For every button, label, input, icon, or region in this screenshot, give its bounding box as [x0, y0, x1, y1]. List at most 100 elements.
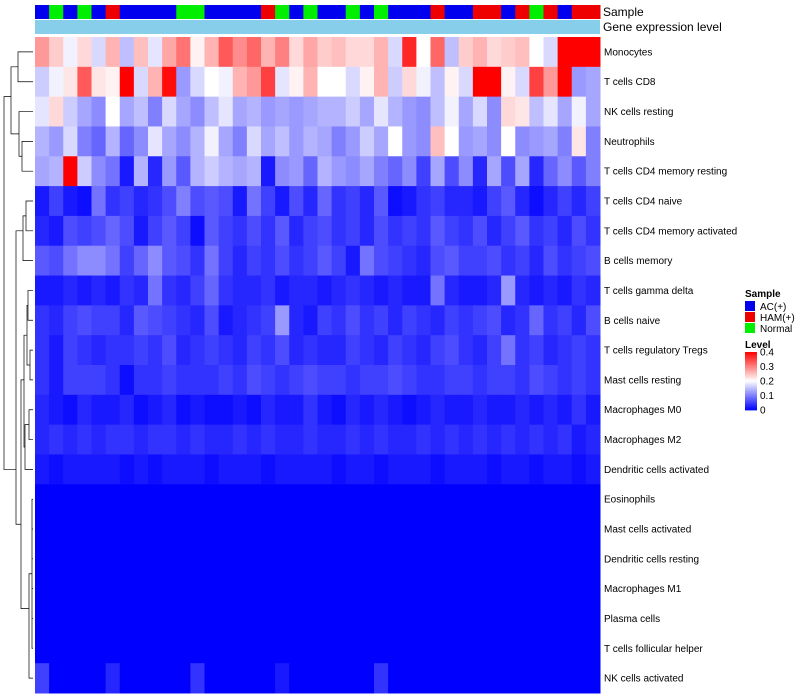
- heatmap-cell: [176, 126, 191, 157]
- heatmap-cell: [261, 156, 276, 187]
- heatmap-cell: [91, 365, 107, 396]
- heatmap-cell: [190, 365, 205, 396]
- heatmap-cell: [105, 543, 121, 575]
- heatmap-cell: [303, 156, 318, 187]
- heatmap-cell: [133, 633, 149, 664]
- heatmap-cell: [331, 335, 347, 366]
- heatmap-cell: [331, 365, 347, 396]
- heatmap-cell: [204, 126, 220, 157]
- heatmap-cell: [63, 156, 78, 187]
- heatmap-cell: [35, 424, 50, 455]
- heatmap-cell: [303, 573, 318, 605]
- row-label: Monocytes: [604, 47, 652, 58]
- heatmap-cell: [261, 454, 276, 485]
- heatmap-cell: [345, 305, 361, 336]
- heatmap-cell: [529, 484, 544, 515]
- level-legend-gradient-step: [745, 385, 757, 388]
- level-legend: Level 0.4 0.3 0.2 0.1 0: [745, 340, 774, 417]
- heatmap-cell: [133, 245, 149, 277]
- heatmap-cell: [571, 156, 587, 187]
- sample-annotation-cell: [91, 5, 107, 19]
- heatmap-cell: [261, 424, 276, 455]
- heatmap-cell: [472, 305, 488, 336]
- heatmap-cell: [275, 603, 290, 634]
- heatmap-cell: [63, 186, 78, 217]
- heatmap-cell: [515, 245, 530, 277]
- level-legend-gradient-step: [745, 379, 757, 382]
- heatmap-cell: [444, 37, 460, 68]
- heatmap-cell: [416, 96, 431, 127]
- heatmap-cell: [444, 663, 460, 694]
- heatmap-cell: [529, 186, 544, 217]
- heatmap-cell: [472, 573, 488, 605]
- heatmap-cell: [501, 454, 516, 485]
- heatmap-cell: [63, 126, 78, 157]
- heatmap-cell: [501, 215, 516, 247]
- heatmap-cell: [388, 543, 403, 575]
- heatmap-cell: [261, 126, 276, 157]
- heatmap-cell: [585, 603, 601, 634]
- heatmap-cell: [105, 454, 121, 485]
- heatmap-cell: [148, 66, 163, 98]
- heatmap-cell: [275, 305, 290, 336]
- heatmap-cell: [190, 305, 205, 336]
- heatmap-cell: [77, 186, 92, 217]
- heatmap-cell: [133, 424, 149, 455]
- heatmap-cell: [77, 394, 92, 426]
- heatmap-cell: [501, 603, 516, 634]
- sample-annotation-cell: [529, 5, 544, 19]
- heatmap-cell: [232, 454, 248, 485]
- heatmap-cell: [133, 394, 149, 426]
- heatmap-cell: [359, 275, 375, 306]
- heatmap-cell: [571, 245, 587, 277]
- heatmap-cell: [190, 335, 205, 366]
- heatmap-cell: [148, 424, 163, 455]
- heatmap-cell: [487, 186, 502, 217]
- heatmap-cell: [458, 424, 474, 455]
- heatmap-cell: [303, 454, 318, 485]
- sample-annotation-cell: [246, 5, 262, 19]
- heatmap-cell: [77, 484, 92, 515]
- heatmap-cell: [303, 275, 318, 306]
- heatmap-cell: [345, 66, 361, 98]
- heatmap-cell: [585, 394, 601, 426]
- heatmap-cell: [133, 37, 149, 68]
- heatmap-cell: [402, 215, 417, 247]
- heatmap-cell: [176, 156, 191, 187]
- heatmap-cell: [543, 305, 559, 336]
- heatmap-cell: [35, 484, 50, 515]
- heatmap-cell: [63, 394, 78, 426]
- heatmap-cell: [515, 573, 530, 605]
- heatmap-cell: [515, 275, 530, 306]
- heatmap-cell: [472, 603, 488, 634]
- level-legend-tick: 0: [760, 406, 766, 417]
- heatmap-cell: [119, 37, 135, 68]
- heatmap-cell: [501, 543, 516, 575]
- heatmap-cell: [176, 514, 191, 545]
- heatmap-cell: [275, 484, 290, 515]
- level-legend-gradient-step: [745, 386, 757, 389]
- heatmap-cell: [148, 335, 163, 366]
- level-legend-gradient-step: [745, 369, 757, 372]
- heatmap-cell: [204, 37, 220, 68]
- row-label: B cells naive: [604, 316, 661, 327]
- heatmap-cell: [77, 424, 92, 455]
- heatmap-cell: [105, 573, 121, 605]
- heatmap-cell: [261, 245, 276, 277]
- gene-expression-annotation-bar: [35, 20, 600, 34]
- heatmap-cell: [317, 424, 333, 455]
- heatmap-cell: [430, 394, 446, 426]
- heatmap-cell: [162, 305, 177, 336]
- heatmap-cell: [119, 663, 135, 694]
- heatmap-cell: [571, 305, 587, 336]
- heatmap-cell: [571, 66, 587, 98]
- heatmap-cell: [388, 186, 403, 217]
- sample-legend-label: AC(+): [760, 302, 786, 313]
- sample-annotation-label: Sample: [603, 5, 644, 19]
- heatmap-cell: [91, 573, 107, 605]
- level-legend-gradient-step: [745, 401, 757, 404]
- heatmap-cell: [585, 305, 601, 336]
- heatmap-cell: [571, 186, 587, 217]
- heatmap-cell: [317, 633, 333, 664]
- sample-annotation-cell: [388, 5, 403, 19]
